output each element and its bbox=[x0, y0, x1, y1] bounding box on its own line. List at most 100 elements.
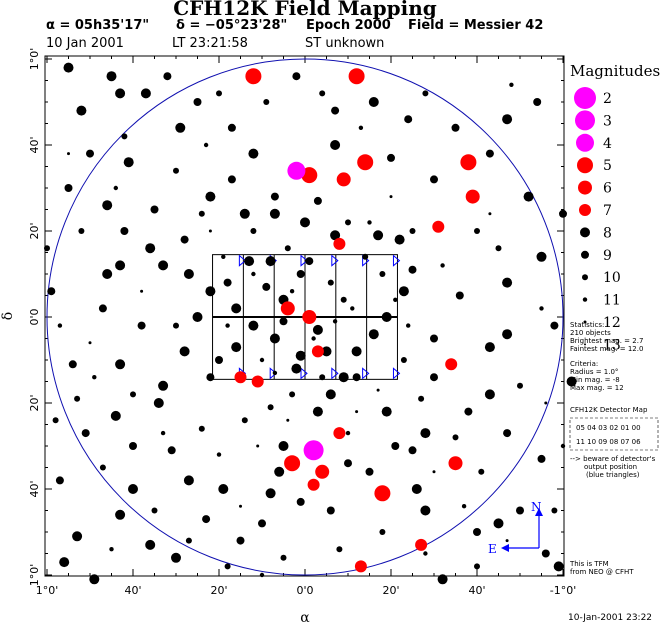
star-point bbox=[44, 245, 50, 252]
star-point bbox=[287, 161, 306, 180]
legend-label: 3 bbox=[603, 113, 612, 129]
star-point bbox=[408, 265, 417, 274]
star-point bbox=[295, 350, 306, 361]
star-point bbox=[63, 62, 74, 73]
compass-north: N bbox=[531, 500, 542, 514]
legend-label: 10 bbox=[603, 270, 621, 286]
star-point bbox=[64, 184, 73, 192]
star-point bbox=[367, 220, 372, 225]
x-tick-label: 1°0' bbox=[36, 584, 59, 597]
star-point bbox=[251, 375, 264, 388]
criteria-title: Criteria: bbox=[570, 360, 598, 368]
star-point bbox=[389, 195, 393, 199]
star-point bbox=[203, 142, 209, 148]
star-point bbox=[541, 549, 550, 558]
star-point bbox=[536, 251, 547, 262]
star-point bbox=[89, 574, 100, 585]
star-point bbox=[102, 200, 113, 211]
star-point bbox=[115, 88, 126, 99]
star-point bbox=[336, 172, 351, 187]
star-point bbox=[460, 154, 477, 171]
star-point bbox=[381, 312, 392, 322]
criteria-radius: Radius = 1.0° bbox=[570, 368, 618, 376]
star-point bbox=[484, 342, 495, 353]
statistics-panel: Statistics: 210 objects Brightest mag. =… bbox=[569, 321, 659, 576]
legend-label: 6 bbox=[603, 181, 612, 197]
star-point bbox=[516, 506, 524, 515]
star-point bbox=[173, 167, 179, 174]
star-point bbox=[406, 323, 411, 328]
star-point bbox=[81, 429, 90, 438]
output-triangle bbox=[392, 254, 401, 267]
x-tick-label: 40' bbox=[124, 584, 141, 597]
star-point bbox=[151, 507, 158, 514]
star-point bbox=[145, 539, 156, 550]
x-tick-label: 0'0 bbox=[296, 584, 313, 597]
legend-marker bbox=[576, 133, 594, 152]
legend-marker bbox=[580, 227, 590, 238]
y-tick-labels: 1°0' 40' 20' 0'0 20' 40' 1°0' bbox=[28, 48, 41, 587]
star-point bbox=[245, 68, 262, 85]
star-point bbox=[115, 359, 126, 370]
detector-map-note2: output position bbox=[584, 463, 637, 471]
star-point bbox=[296, 497, 305, 506]
star-point bbox=[362, 253, 369, 260]
star-point bbox=[173, 322, 179, 329]
x-tick-labels: 1°0' 40' 20' 0'0 20' 40' -1°0' bbox=[36, 584, 577, 597]
star-point bbox=[120, 227, 129, 235]
x-tick-label: -1°0' bbox=[550, 584, 577, 597]
star-point bbox=[292, 72, 301, 81]
star-point bbox=[227, 123, 236, 132]
star-point bbox=[193, 98, 202, 106]
star-point bbox=[175, 122, 186, 133]
legend-label: 7 bbox=[603, 203, 612, 219]
star-point bbox=[430, 334, 438, 343]
star-point bbox=[68, 360, 77, 369]
star-point bbox=[239, 208, 250, 219]
star-point bbox=[202, 515, 211, 524]
footer-timestamp: 10-Jan-2001 23:22 bbox=[568, 613, 652, 623]
star-point bbox=[415, 538, 428, 551]
legend-label: 5 bbox=[603, 158, 612, 174]
star-point bbox=[313, 196, 322, 205]
y-tick-label: 20' bbox=[28, 222, 41, 239]
y-tick-label: 1°0' bbox=[28, 48, 41, 71]
star-point bbox=[86, 149, 94, 158]
legend-marker bbox=[581, 250, 589, 259]
stats-objects: 210 objects bbox=[570, 329, 611, 337]
detector-map-row2: 11 10 09 08 07 06 bbox=[576, 438, 641, 446]
detector-map-note3: (blue triangles) bbox=[586, 471, 640, 479]
star-point bbox=[300, 217, 310, 228]
star-point bbox=[408, 446, 417, 455]
star-point bbox=[517, 382, 523, 389]
star-point bbox=[473, 528, 481, 536]
star-point bbox=[259, 572, 265, 578]
star-point bbox=[505, 539, 509, 543]
star-point bbox=[393, 297, 398, 302]
star-point bbox=[336, 546, 343, 553]
star-point bbox=[279, 317, 288, 326]
star-point bbox=[312, 406, 323, 417]
star-point bbox=[74, 395, 81, 402]
criteria-max: Max mag. = 12 bbox=[570, 384, 624, 392]
star-point bbox=[98, 304, 107, 313]
star-point bbox=[550, 321, 559, 330]
star-point bbox=[376, 388, 380, 392]
y-tick-label: 20' bbox=[28, 394, 41, 411]
stars-layer bbox=[44, 62, 577, 585]
star-point bbox=[267, 404, 274, 411]
star-point bbox=[422, 90, 429, 97]
output-triangle bbox=[392, 367, 401, 380]
star-point bbox=[158, 260, 169, 271]
y-tick-label: 40' bbox=[28, 136, 41, 153]
star-point bbox=[269, 333, 280, 344]
star-point bbox=[409, 228, 416, 234]
star-point bbox=[248, 148, 259, 159]
header-field: Field = Messier 42 bbox=[408, 18, 543, 33]
star-point bbox=[269, 208, 280, 219]
output-triangle bbox=[331, 367, 339, 380]
star-point bbox=[274, 466, 285, 477]
star-point bbox=[206, 373, 215, 382]
star-point bbox=[351, 346, 362, 357]
star-point bbox=[216, 90, 222, 97]
